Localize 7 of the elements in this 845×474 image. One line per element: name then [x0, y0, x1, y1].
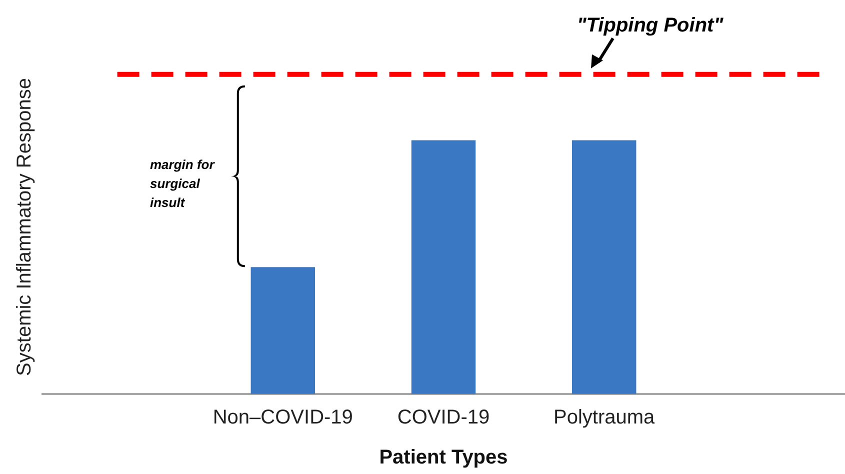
annotation: margin for surgical insult — [150, 157, 216, 210]
x-axis-title: Patient Types — [379, 446, 508, 469]
x-tick-label: COVID-19 — [397, 406, 490, 429]
x-tick-label: Polytrauma — [554, 406, 656, 429]
x-tick-label: Non–COVID-19 — [212, 406, 353, 429]
y-axis-title: Systemic Inflammatory Response — [14, 78, 36, 376]
ref-line-label: "Tipping Point" — [576, 14, 724, 36]
